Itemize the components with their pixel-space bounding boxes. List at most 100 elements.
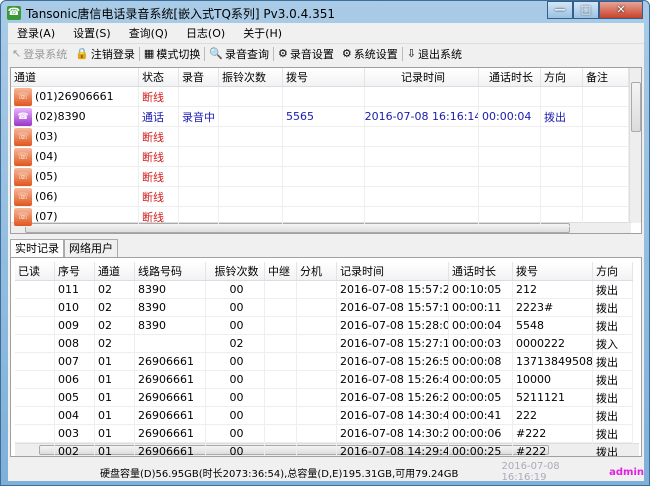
channel-row[interactable]: ☏ (06) 断线 xyxy=(11,187,629,207)
record-row[interactable]: 007 01 26906661 00 2016-07-08 15:26:54 00:00:… xyxy=(15,353,633,371)
record-cell: 8390 xyxy=(135,281,206,299)
tab-1[interactable]: 网络用户 xyxy=(64,239,118,257)
record-row[interactable]: 004 01 26906661 00 2016-07-08 14:30:40 00:00:… xyxy=(15,407,633,425)
column-header[interactable]: 中继 xyxy=(265,262,297,280)
scrollbar-thumb[interactable] xyxy=(631,82,641,132)
cell-text: 拨出 xyxy=(596,373,618,387)
cell-text: 拨出 xyxy=(596,355,618,369)
menu-item[interactable]: 关于(H) xyxy=(243,27,283,40)
toolbar-button[interactable]: ⚙ 录音设置 xyxy=(274,46,338,62)
cell-channel: ☏ (01)26906661 xyxy=(11,87,139,107)
record-cell: 00:00:04 xyxy=(449,317,513,335)
cell-text: 003 xyxy=(58,427,79,440)
record-cell: 26906661 xyxy=(135,443,206,456)
cell-status: 断线 xyxy=(139,207,179,227)
record-row[interactable]: 002 01 26906661 00 2016-07-08 14:29:44 00:00:… xyxy=(15,443,633,457)
record-row[interactable]: 006 01 26906661 00 2016-07-08 15:26:42 00:00:… xyxy=(15,371,633,389)
column-header[interactable]: 通话时长 xyxy=(449,262,513,280)
record-row[interactable]: 005 01 26906661 00 2016-07-08 15:26:28 00:00:… xyxy=(15,389,633,407)
cell-text: (07) xyxy=(35,210,58,223)
channel-row[interactable]: ☎ (02)8390 通话 录音中 5565 2016-07-08 16:16:14 00:… xyxy=(11,107,629,127)
cell-time xyxy=(365,87,479,107)
cell-dial: 5565 xyxy=(283,107,365,127)
cell-text: 009 xyxy=(58,319,79,332)
column-header[interactable]: 状态 xyxy=(139,68,179,86)
column-header[interactable]: 方向 xyxy=(541,68,583,86)
phone-offline-icon: ☏ xyxy=(14,167,32,186)
column-header[interactable]: 通话时长 xyxy=(479,68,541,86)
toolbar-separator xyxy=(204,46,206,61)
toolbar-button[interactable]: ▦ 模式切换 xyxy=(140,46,204,62)
channel-row[interactable]: ☏ (07) 断线 xyxy=(11,207,629,227)
record-row[interactable]: 010 02 8390 00 2016-07-08 15:57:12 00:00:11 22… xyxy=(15,299,633,317)
record-cell: 拨出 xyxy=(593,389,633,407)
record-cell xyxy=(265,425,297,443)
record-cell: 2016-07-08 15:27:13 xyxy=(337,335,449,353)
toolbar-label: 录音查询 xyxy=(225,47,270,61)
record-cell: 009 xyxy=(55,317,95,335)
record-row[interactable]: 003 01 26906661 00 2016-07-08 14:30:29 00:00:… xyxy=(15,425,633,443)
column-header[interactable]: 序号 xyxy=(55,262,95,280)
record-row[interactable]: 008 02 02 2016-07-08 15:27:13 00:00:03 000022… xyxy=(15,335,633,353)
scrollbar-thumb[interactable] xyxy=(25,223,570,233)
column-header[interactable]: 振铃次数 xyxy=(219,68,283,86)
column-header[interactable]: 已读 xyxy=(15,262,55,280)
record-cell xyxy=(265,353,297,371)
cell-text: 00:00:04 xyxy=(452,319,502,332)
column-header[interactable]: 录音 xyxy=(179,68,219,86)
phone-offline-icon: ☏ xyxy=(14,207,32,226)
menu-item[interactable]: 登录(A) xyxy=(17,27,56,40)
cell-text: 02 xyxy=(229,337,244,350)
column-header[interactable]: 分机 xyxy=(297,262,337,280)
cell-time xyxy=(365,147,479,167)
scrollbar-thumb[interactable] xyxy=(39,445,549,455)
toolbar-button[interactable]: ⚙ 系统设置 xyxy=(338,46,402,62)
close-button[interactable]: ✕ xyxy=(599,1,643,19)
record-cell: 26906661 xyxy=(135,389,206,407)
toolbar-button[interactable]: ⇩ 退出系统 xyxy=(403,46,466,62)
column-header[interactable]: 方向 xyxy=(593,262,633,280)
channel-row[interactable]: ☏ (04) 断线 xyxy=(11,147,629,167)
menu-bar: 登录(A) 设置(S) 查询(Q) 日志(O) 关于(H) xyxy=(8,23,644,43)
channel-row[interactable]: ☏ (01)26906661 断线 xyxy=(11,87,629,107)
column-header[interactable]: 拨号 xyxy=(513,262,593,280)
column-header[interactable]: 振铃次数 xyxy=(206,262,265,280)
record-cell: 01 xyxy=(95,389,135,407)
record-row[interactable]: 009 02 8390 00 2016-07-08 15:28:07 00:00:04 55… xyxy=(15,317,633,335)
horizontal-scrollbar[interactable] xyxy=(15,443,639,456)
column-header[interactable]: 通道 xyxy=(11,68,139,86)
record-row[interactable]: 011 02 8390 00 2016-07-08 15:57:27 00:10:05 21… xyxy=(15,281,633,299)
menu-item[interactable]: 设置(S) xyxy=(73,27,111,40)
toolbar-button[interactable]: 🔍 录音查询 xyxy=(205,46,273,62)
cell-text: 2016-07-08 15:26:54 xyxy=(340,355,449,368)
cell-text: 拨出 xyxy=(596,445,618,457)
column-header[interactable]: 记录时间 xyxy=(365,68,479,86)
menu-item[interactable]: 日志(O) xyxy=(185,27,226,40)
tab-0[interactable]: 实时记录 xyxy=(10,239,64,258)
toolbar-label: 系统设置 xyxy=(353,47,398,61)
channel-row[interactable]: ☏ (03) 断线 xyxy=(11,127,629,147)
maximize-button[interactable]: □ xyxy=(573,1,599,19)
channel-row[interactable]: ☏ (05) 断线 xyxy=(11,167,629,187)
cell-text: 00:00:08 xyxy=(452,355,502,368)
cell-text: 004 xyxy=(58,409,79,422)
toolbar-label: 录音设置 xyxy=(289,47,334,61)
cell-text: 02 xyxy=(98,319,112,332)
menu-item[interactable]: 查询(Q) xyxy=(128,27,168,40)
minimize-button[interactable]: — xyxy=(547,1,573,19)
cell-text: 008 xyxy=(58,337,79,350)
column-header[interactable]: 拨号 xyxy=(283,68,365,86)
cell-text: 00 xyxy=(229,355,244,368)
column-header[interactable]: 线路号码 xyxy=(135,262,206,280)
tab-bar: 实时记录 网络用户 xyxy=(10,239,118,258)
vertical-scrollbar[interactable] xyxy=(629,68,641,223)
login-icon: ↖ xyxy=(12,47,22,60)
column-header[interactable]: 备注 xyxy=(583,68,629,86)
horizontal-scrollbar[interactable] xyxy=(11,222,631,233)
toolbar-button[interactable]: 🔒 注销登录 xyxy=(71,46,139,62)
cell-dial xyxy=(283,207,365,227)
column-header[interactable]: 记录时间 xyxy=(337,262,449,280)
cell-rec xyxy=(179,167,219,187)
column-header[interactable]: 通道 xyxy=(95,262,135,280)
